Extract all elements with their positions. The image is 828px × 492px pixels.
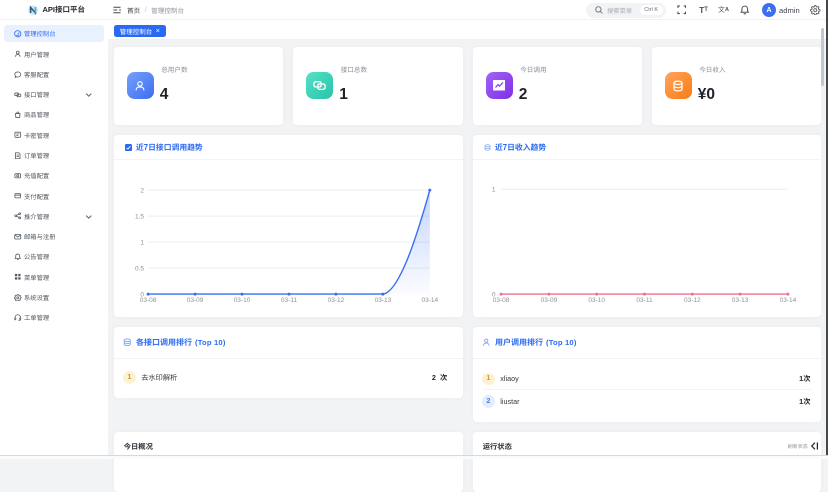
svg-text:03-11: 03-11 xyxy=(280,297,297,304)
svg-text:03-14: 03-14 xyxy=(779,297,796,304)
svg-text:03-12: 03-12 xyxy=(327,297,344,304)
svg-text:03-10: 03-10 xyxy=(233,297,250,304)
svg-text:1: 1 xyxy=(140,239,144,246)
svg-text:1.5: 1.5 xyxy=(134,213,143,220)
svg-text:0: 0 xyxy=(140,291,144,298)
svg-text:03-10: 03-10 xyxy=(588,297,605,304)
svg-text:03-08: 03-08 xyxy=(139,297,156,304)
svg-text:03-09: 03-09 xyxy=(186,297,203,304)
svg-text:1: 1 xyxy=(491,187,495,194)
svg-text:0: 0 xyxy=(491,291,495,298)
svg-text:03-12: 03-12 xyxy=(683,297,700,304)
svg-text:03-13: 03-13 xyxy=(731,297,748,304)
svg-text:0.5: 0.5 xyxy=(134,265,143,272)
svg-text:03-13: 03-13 xyxy=(374,297,391,304)
svg-text:03-08: 03-08 xyxy=(492,297,509,304)
svg-text:03-14: 03-14 xyxy=(421,297,438,304)
svg-text:03-11: 03-11 xyxy=(636,297,653,304)
svg-text:03-09: 03-09 xyxy=(540,297,557,304)
svg-text:2: 2 xyxy=(140,187,144,194)
